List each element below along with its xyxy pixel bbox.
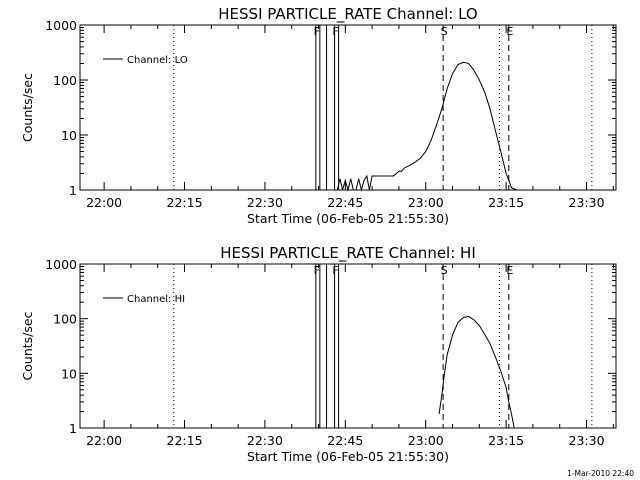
- x-tick-label: 23:00: [408, 433, 444, 448]
- marker-label-e: E: [506, 25, 513, 38]
- x-tick-label: 23:15: [488, 433, 524, 448]
- x-tick-label: 22:30: [247, 433, 283, 448]
- x-tick-label: 22:15: [167, 433, 203, 448]
- marker-label-f: F: [314, 264, 320, 277]
- chart-title: HESSI PARTICLE_RATE Channel: HI: [220, 244, 476, 263]
- x-tick-label: 22:45: [327, 195, 363, 210]
- legend-entry: Channel: HI: [127, 294, 185, 305]
- legend-entry: Channel: LO: [127, 55, 188, 66]
- x-axis-label: Start Time (06-Feb-05 21:55:30): [247, 211, 449, 226]
- y-axis-label: Counts/sec: [20, 73, 35, 142]
- plot-frame: [79, 24, 617, 191]
- x-tick-label: 23:00: [408, 195, 444, 210]
- y-tick-label: 1000: [45, 18, 77, 33]
- y-tick-label: 1: [69, 421, 77, 436]
- marker-label-f: F: [314, 25, 320, 38]
- marker-label-s: S: [441, 25, 448, 38]
- y-tick-label: 100: [53, 312, 77, 327]
- lo-channel-panel: HESSI PARTICLE_RATE Channel: LOF F S E 22:00…: [20, 5, 617, 226]
- series-line: [438, 315, 515, 429]
- marker-label-s: S: [441, 264, 448, 277]
- marker-label-f: F: [332, 25, 338, 38]
- x-tick-label: 22:45: [327, 433, 363, 448]
- plot-timestamp: 1-Mar-2010 22:40: [567, 469, 634, 478]
- x-tick-label: 22:30: [247, 195, 283, 210]
- y-tick-label: 10: [61, 366, 77, 381]
- x-tick-label: 23:30: [569, 433, 605, 448]
- series-line: [331, 61, 517, 192]
- x-axis-label: Start Time (06-Feb-05 21:55:30): [247, 449, 449, 464]
- y-tick-label: 10: [61, 128, 77, 143]
- y-tick-label: 100: [53, 73, 77, 88]
- x-tick-label: 22:00: [86, 433, 122, 448]
- y-axis-label: Counts/sec: [20, 311, 35, 380]
- hi-channel-panel: HESSI PARTICLE_RATE Channel: HIF F S E 22:00…: [20, 244, 617, 464]
- x-tick-label: 22:15: [167, 195, 203, 210]
- marker-label-f: F: [332, 264, 338, 277]
- marker-label-e: E: [506, 264, 513, 277]
- x-tick-label: 22:00: [86, 195, 122, 210]
- y-tick-label: 1000: [45, 257, 77, 272]
- plot-frame: [79, 263, 617, 429]
- x-tick-label: 23:30: [569, 195, 605, 210]
- chart-title: HESSI PARTICLE_RATE Channel: LO: [218, 5, 477, 24]
- y-tick-label: 1: [69, 183, 77, 198]
- x-tick-label: 23:15: [488, 195, 524, 210]
